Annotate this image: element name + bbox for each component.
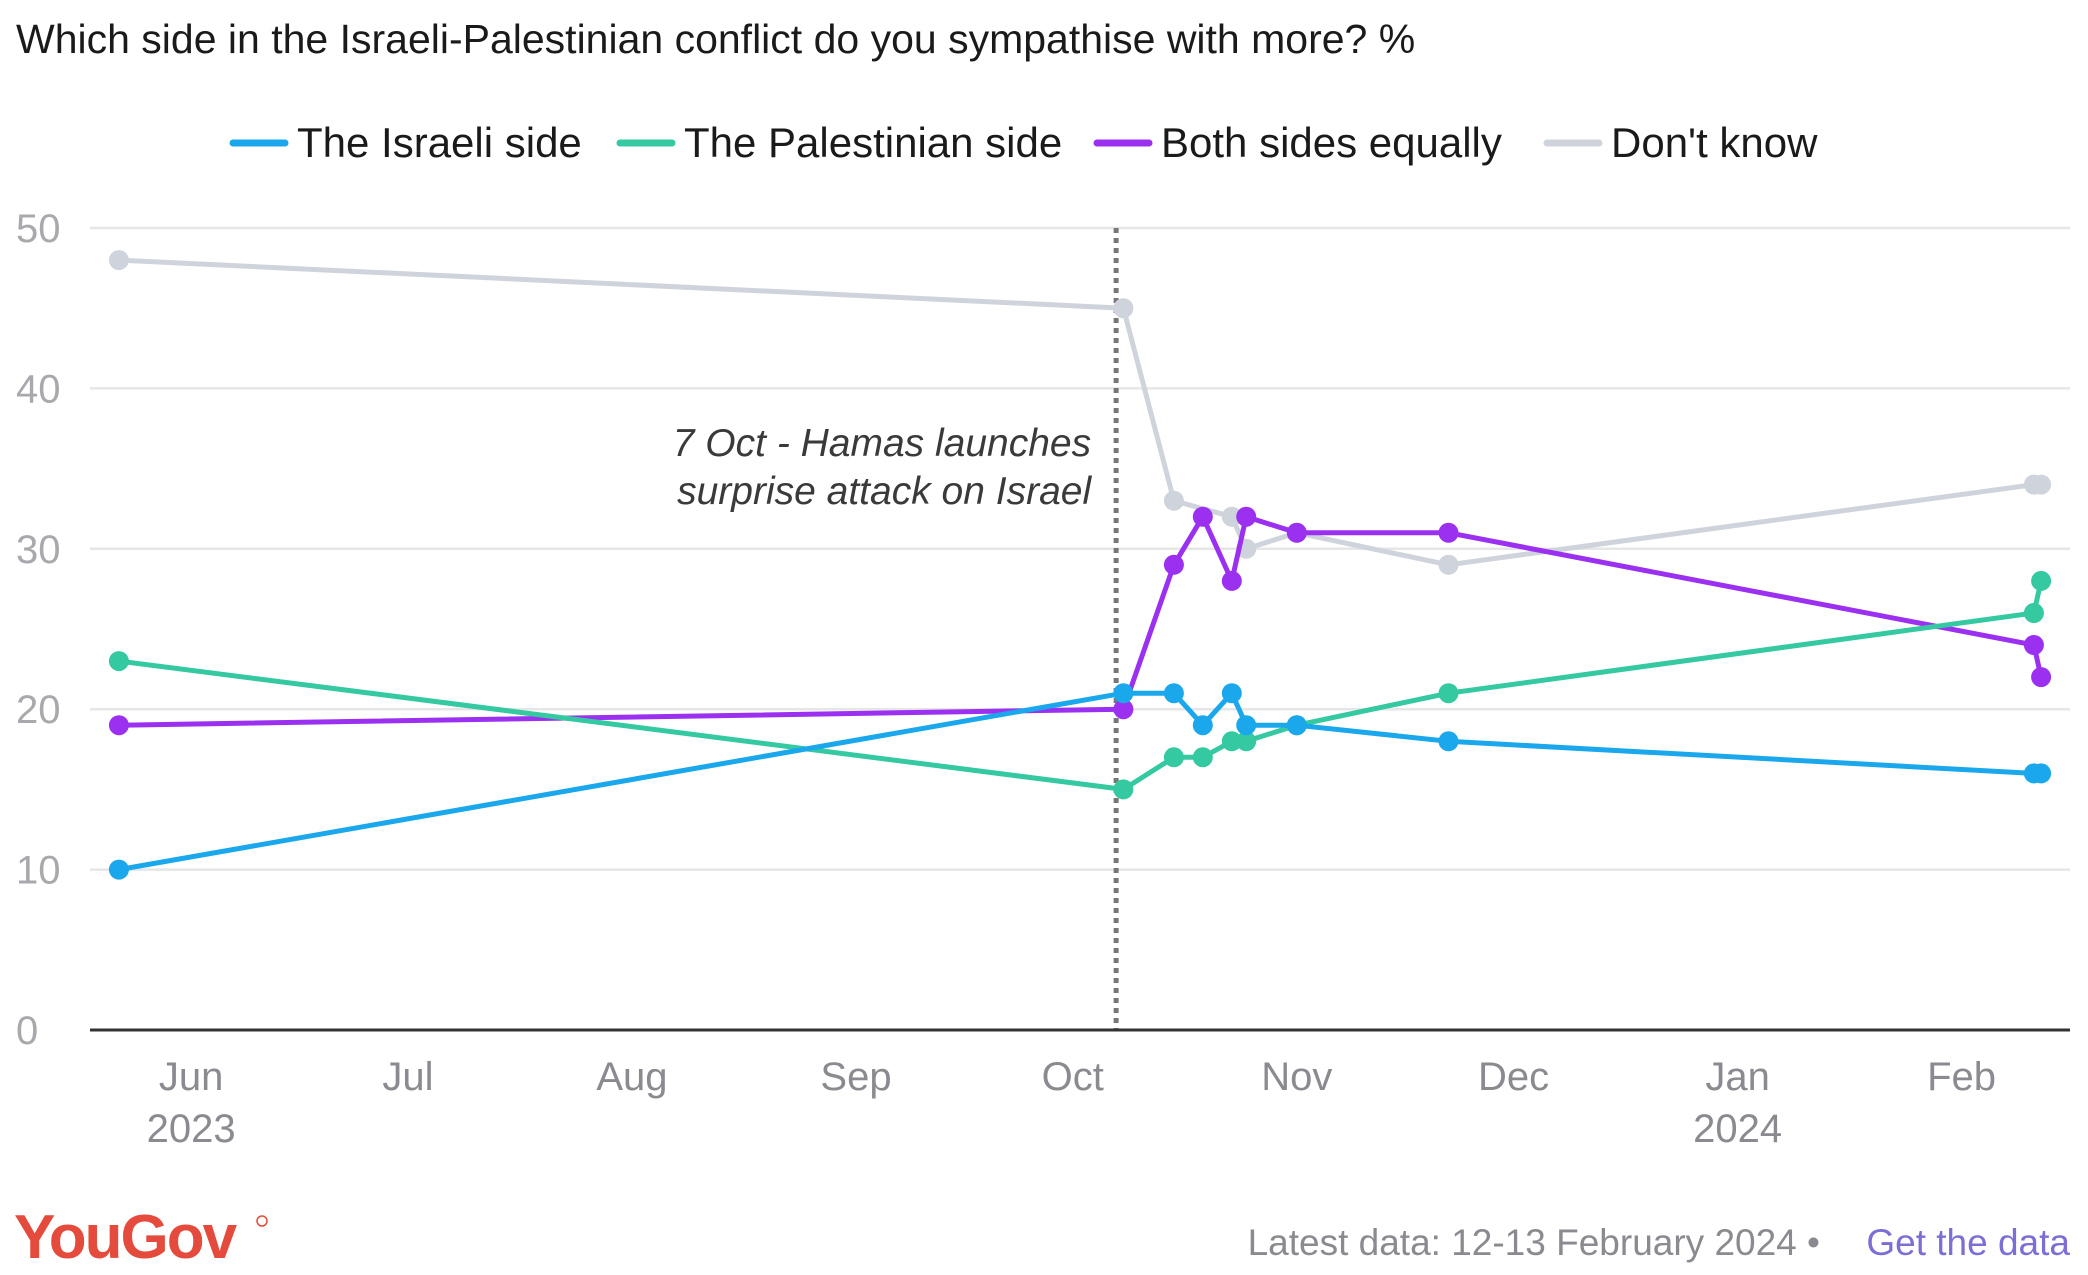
data-point xyxy=(2031,763,2052,784)
y-tick-label: 0 xyxy=(16,1009,38,1053)
x-tick-label: Aug xyxy=(596,1055,667,1099)
series-israeli xyxy=(108,683,2052,880)
x-tick-year-label: 2024 xyxy=(1693,1107,1782,1151)
legend-label: The Palestinian side xyxy=(684,119,1062,166)
data-point xyxy=(2031,474,2052,495)
data-point xyxy=(2023,603,2044,623)
data-point xyxy=(108,715,129,736)
y-tick-label: 50 xyxy=(16,207,61,251)
data-point xyxy=(1221,506,1242,527)
data-point xyxy=(1192,715,1213,736)
footer-latest-data: Latest data: 12-13 February 2024 • xyxy=(1248,1222,1820,1263)
x-axis-ticks: Jun 2023 Jul Aug Sep Oct Nov Dec Jan 2024 Feb xyxy=(147,1055,1996,1151)
x-tick-year-label: 2023 xyxy=(147,1107,236,1151)
series-palestinian xyxy=(108,570,2052,800)
data-point xyxy=(1236,506,1257,527)
data-point xyxy=(1221,570,1242,591)
legend: The Israeli side The Palestinian side Both… xyxy=(229,119,1818,166)
legend-label: Both sides equally xyxy=(1161,119,1502,166)
data-point xyxy=(2031,667,2052,688)
data-point xyxy=(2023,635,2044,655)
data-point xyxy=(1221,683,1242,704)
x-tick-label: Sep xyxy=(820,1055,891,1099)
logo-text: YouGov xyxy=(14,1203,238,1272)
data-point xyxy=(1192,747,1213,768)
data-point xyxy=(1438,683,1459,704)
x-tick-label: Feb xyxy=(1927,1055,1996,1099)
data-point xyxy=(1113,298,1134,319)
event-marker: 7 Oct - Hamas launches surprise attack o… xyxy=(673,228,1119,1030)
x-tick-label: Nov xyxy=(1261,1055,1332,1099)
legend-item: Both sides equally xyxy=(1093,119,1502,166)
series-both xyxy=(108,506,2052,736)
data-point xyxy=(1163,554,1184,575)
data-point xyxy=(1236,731,1257,752)
data-point xyxy=(108,250,129,271)
x-tick-label: Jan xyxy=(1705,1055,1770,1099)
data-point xyxy=(1163,490,1184,511)
y-tick-label: 10 xyxy=(16,849,61,893)
legend-label: The Israeli side xyxy=(297,119,582,166)
y-tick-label: 20 xyxy=(16,688,61,732)
series-line xyxy=(116,690,2044,873)
data-point xyxy=(1192,506,1213,527)
data-point xyxy=(108,651,129,672)
data-point xyxy=(1438,554,1459,575)
data-point xyxy=(1286,715,1307,736)
y-tick-label: 30 xyxy=(16,528,61,572)
legend-item: The Israeli side xyxy=(229,119,582,166)
get-the-data-link[interactable]: Get the data xyxy=(1866,1222,2070,1263)
series-dontknow xyxy=(108,250,2052,575)
series-line xyxy=(116,257,2044,568)
data-point xyxy=(1438,522,1459,543)
y-tick-label: 40 xyxy=(16,367,61,411)
data-point xyxy=(1163,683,1184,704)
data-point xyxy=(1113,699,1134,720)
x-tick-label: Dec xyxy=(1478,1055,1549,1099)
x-tick-label: Jun xyxy=(159,1055,224,1099)
data-point xyxy=(1163,747,1184,768)
data-point xyxy=(1438,731,1459,752)
data-point xyxy=(1113,779,1134,800)
data-point xyxy=(1221,731,1242,752)
x-tick-label: Oct xyxy=(1042,1055,1104,1099)
chart-title: Which side in the Israeli-Palestinian co… xyxy=(16,16,1415,62)
annotation-line-1: 7 Oct - Hamas launches xyxy=(673,422,1091,465)
registered-mark-icon xyxy=(256,1215,268,1227)
x-tick-label: Jul xyxy=(382,1055,433,1099)
y-axis-ticks: 0 10 20 30 40 50 xyxy=(16,207,61,1053)
gridlines xyxy=(90,226,2070,871)
series-lines xyxy=(108,250,2052,880)
data-point xyxy=(1113,683,1134,704)
data-point xyxy=(1236,715,1257,736)
data-point xyxy=(1286,522,1307,543)
series-line xyxy=(116,514,2044,728)
legend-item: The Palestinian side xyxy=(616,119,1062,166)
yougov-logo: YouGov xyxy=(14,1203,268,1272)
data-point xyxy=(2031,570,2052,591)
data-point xyxy=(108,859,129,880)
legend-label: Don't know xyxy=(1611,119,1818,166)
annotation-line-2: surprise attack on Israel xyxy=(677,470,1092,513)
legend-item: Don't know xyxy=(1543,119,1818,166)
